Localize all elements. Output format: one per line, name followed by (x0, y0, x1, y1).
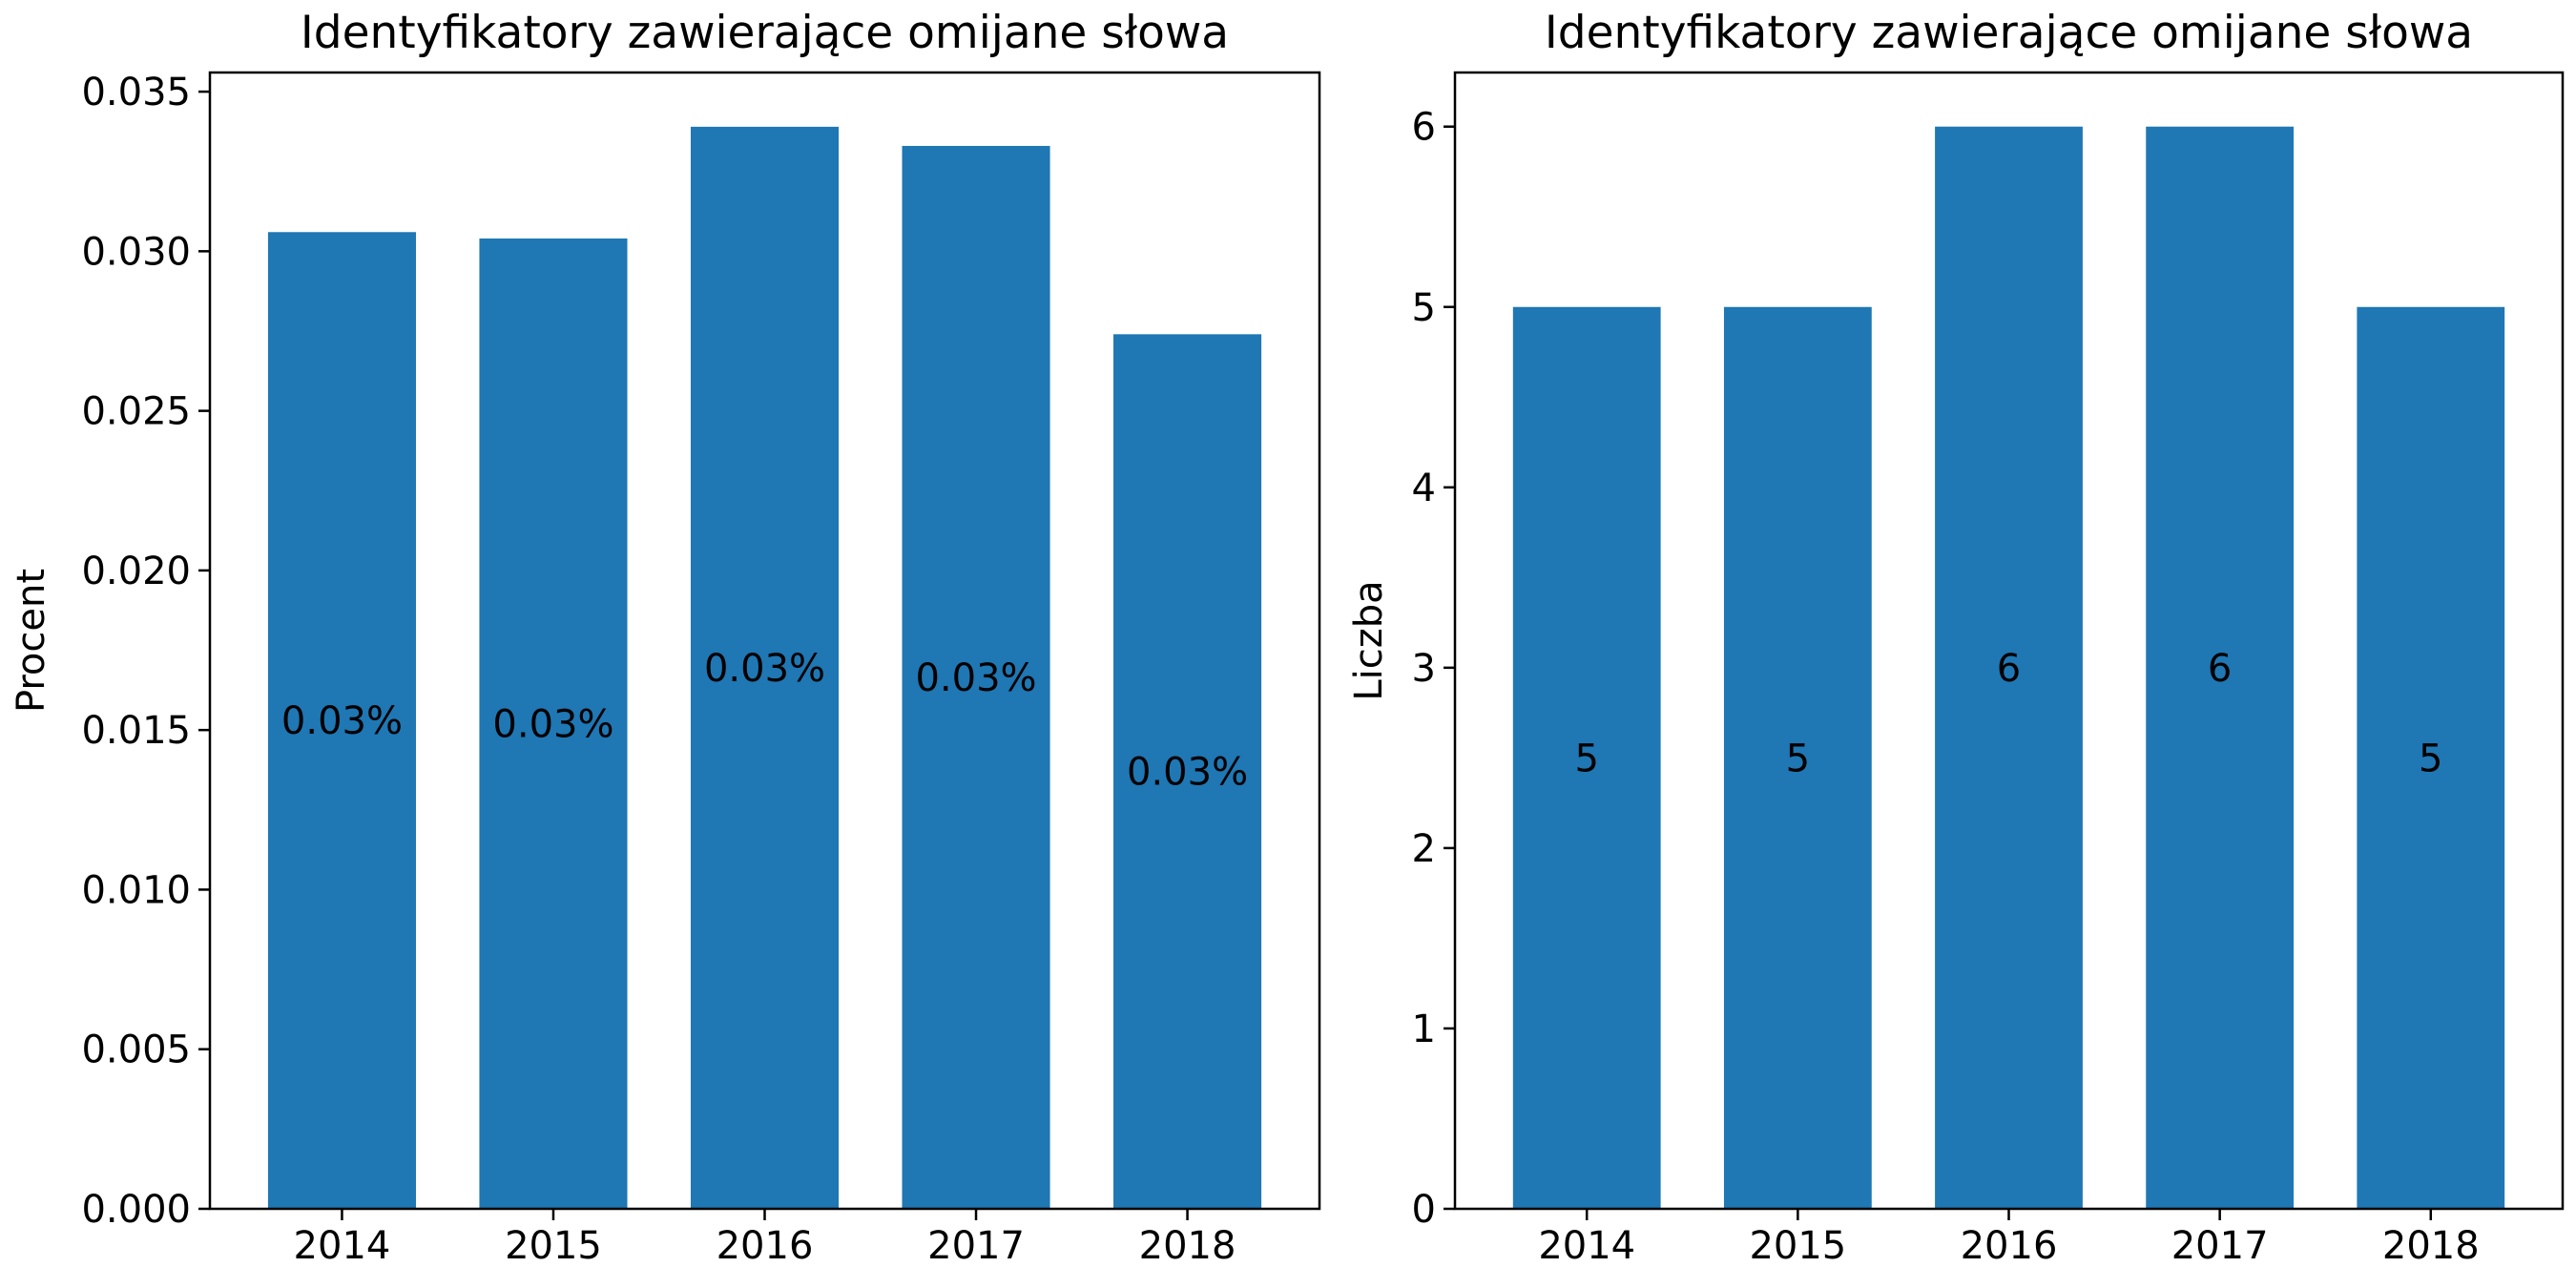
bar-2018 (2357, 306, 2505, 1209)
y-tick-label: 3 (1412, 647, 1436, 691)
chart-count: Identyfikatory zawierające omijane słowa… (1347, 7, 2565, 1268)
bar-label-2016: 0.03% (704, 647, 825, 691)
y-tick-label: 5 (1412, 286, 1436, 330)
bar-label-2018: 5 (2419, 737, 2442, 780)
chart-title: Identyfikatory zawierające omijane słowa (1545, 7, 2473, 59)
y-tick-label: 1 (1412, 1008, 1436, 1051)
y-tick-label: 0.010 (81, 868, 191, 912)
bar-2018 (1113, 334, 1262, 1210)
y-axis-label: Procent (10, 569, 53, 713)
x-tick-label-2017: 2017 (2171, 1224, 2269, 1268)
x-tick-label-2016: 2016 (1961, 1224, 2058, 1268)
bar-2016 (1935, 126, 2083, 1210)
plot-frame (1453, 71, 2565, 1211)
bars (1512, 126, 2505, 1210)
chart-title: Identyfikatory zawierające omijane słowa (301, 7, 1229, 59)
y-tick-label: 0.015 (81, 709, 191, 753)
y-tick-label: 0.000 (81, 1188, 191, 1232)
chart-percent: Identyfikatory zawierające omijane słowa… (10, 7, 1321, 1268)
bar-2015 (479, 238, 628, 1209)
bar-2015 (1723, 306, 1872, 1209)
bar-2014 (267, 232, 416, 1210)
y-ticks: 0.000 0.005 0.010 0.015 0.020 0.025 0.030 0.035 (81, 71, 210, 1232)
y-ticks: 0 1 2 3 4 5 6 (1412, 106, 1455, 1232)
bar-label-2015: 5 (1786, 737, 1810, 780)
plot-frame (208, 71, 1321, 1211)
y-tick-label: 2 (1412, 827, 1436, 871)
bar-label-2014: 5 (1574, 737, 1598, 780)
y-tick-label: 0.005 (81, 1028, 191, 1072)
bar-labels: 0.03% 0.03% 0.03% 0.03% 0.03% (281, 647, 1248, 795)
y-tick-label: 4 (1412, 467, 1436, 510)
y-tick-label: 0.020 (81, 550, 191, 593)
bar-label-2015: 0.03% (492, 702, 613, 746)
y-tick-label: 0.030 (81, 230, 191, 274)
y-tick-label: 0.025 (81, 390, 191, 434)
bar-label-2014: 0.03% (281, 699, 403, 743)
x-tick-label-2015: 2015 (505, 1224, 602, 1268)
x-tick-label-2014: 2014 (1538, 1224, 1635, 1268)
x-ticks: 2014 2015 2016 2017 2018 (294, 1209, 1236, 1268)
bar-2017 (902, 145, 1050, 1209)
x-tick-label-2018: 2018 (2382, 1224, 2480, 1268)
bar-label-2017: 6 (2208, 647, 2232, 691)
bar-2017 (2146, 126, 2295, 1210)
x-tick-label-2018: 2018 (1139, 1224, 1236, 1268)
x-tick-label-2016: 2016 (717, 1224, 814, 1268)
x-tick-label-2014: 2014 (294, 1224, 391, 1268)
bar-label-2018: 0.03% (1127, 751, 1248, 795)
x-tick-label-2017: 2017 (927, 1224, 1025, 1268)
x-tick-label-2015: 2015 (1749, 1224, 1846, 1268)
bar-2014 (1512, 306, 1661, 1209)
bar-label-2016: 6 (1997, 647, 2021, 691)
y-tick-label: 0 (1412, 1188, 1436, 1232)
y-tick-label: 0.035 (81, 71, 191, 114)
y-tick-label: 6 (1412, 106, 1436, 150)
bar-labels: 5 5 6 6 5 (1574, 647, 2442, 781)
y-axis-label: Liczba (1347, 580, 1391, 700)
bars (267, 126, 1262, 1210)
x-ticks: 2014 2015 2016 2017 2018 (1538, 1209, 2480, 1268)
bar-2016 (690, 126, 840, 1210)
bar-label-2017: 0.03% (915, 656, 1036, 700)
